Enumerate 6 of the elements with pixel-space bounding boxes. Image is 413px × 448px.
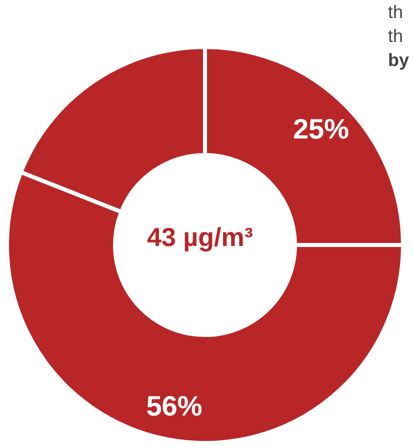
data-label: 56% xyxy=(146,390,202,422)
data-label: 25% xyxy=(292,114,350,145)
text: by xyxy=(388,50,410,71)
text: th xyxy=(388,26,404,47)
text: th xyxy=(388,2,404,23)
text: 43 µg/m³ xyxy=(146,222,254,253)
